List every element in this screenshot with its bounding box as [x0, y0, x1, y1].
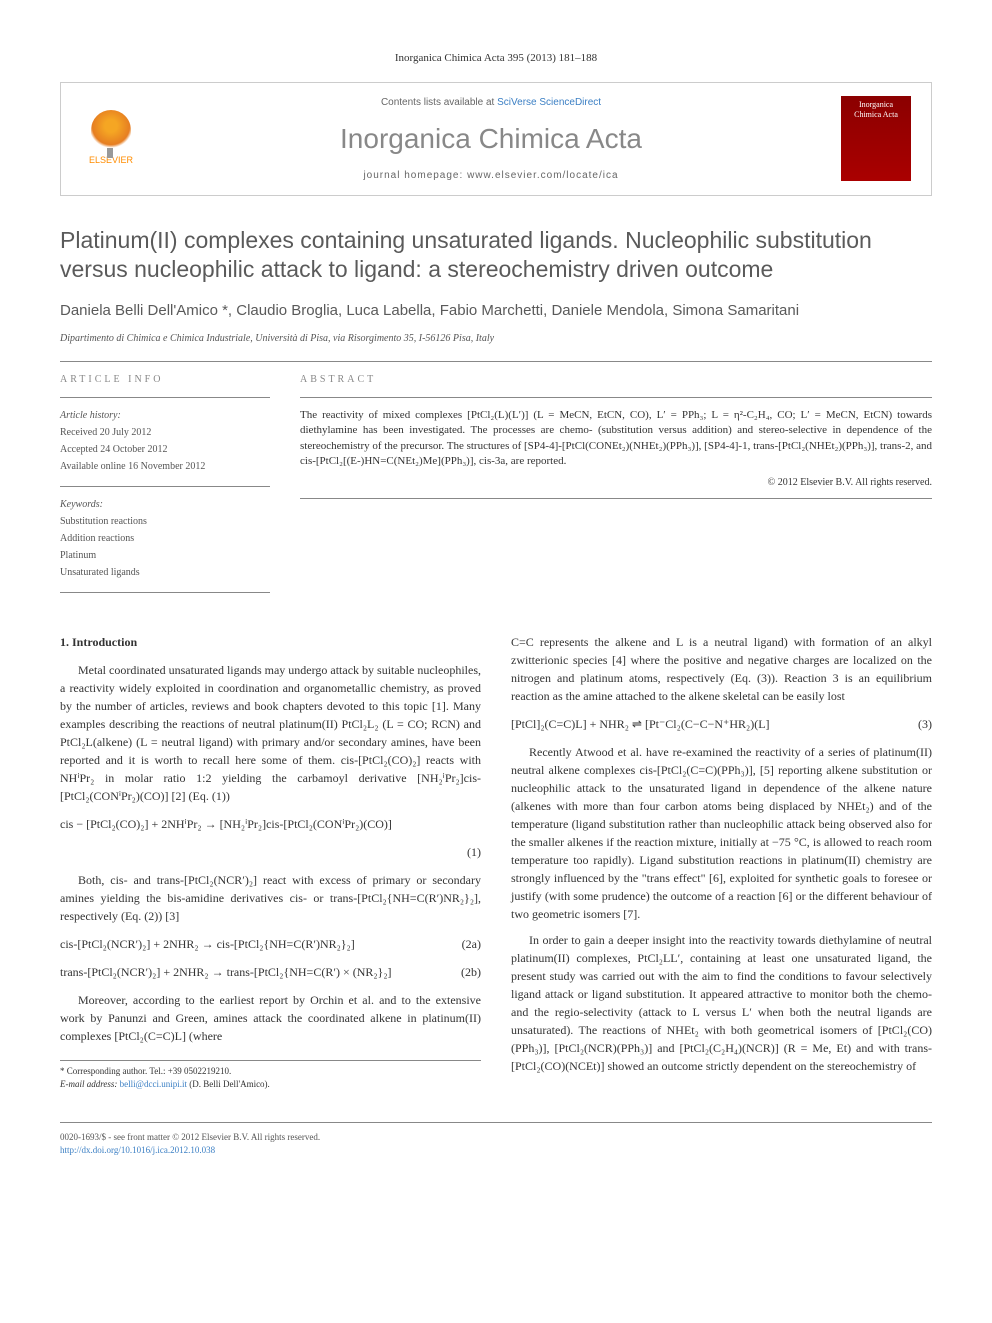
divider	[300, 498, 932, 499]
keywords-label: Keywords:	[60, 497, 270, 512]
eq-body: cis-[PtCl₂(NCR′)₂] + 2NHR₂ → cis-[PtCl₂{…	[60, 935, 355, 953]
banner-center: Contents lists available at SciVerse Sci…	[141, 95, 841, 183]
history-label: Article history:	[60, 408, 270, 423]
eq-body: cis − [PtCl₂(CO)₂] + 2NHⁱPr₂ → [NH₂ⁱPr₂]…	[60, 815, 392, 833]
corresponding-label: * Corresponding author. Tel.: +39 050221…	[60, 1065, 481, 1079]
body-paragraph: Recently Atwood et al. have re-examined …	[511, 743, 932, 923]
email-link[interactable]: belli@dcci.unipi.it	[120, 1079, 187, 1089]
elsevier-tree-icon	[91, 110, 131, 150]
journal-banner: ELSEVIER Contents lists available at Sci…	[60, 82, 932, 196]
equation-2a: cis-[PtCl₂(NCR′)₂] + 2NHR₂ → cis-[PtCl₂{…	[60, 935, 481, 953]
eq-body: [PtCl]₂(C=C)L] + NHR₂ ⇌ [Pt⁻Cl₂(C−C−N⁺HR…	[511, 715, 770, 733]
sciverse-link[interactable]: SciVerse ScienceDirect	[497, 97, 601, 108]
citation-header: Inorganica Chimica Acta 395 (2013) 181–1…	[60, 50, 932, 67]
keyword-item: Unsaturated ligands	[60, 565, 270, 580]
right-column: C=C represents the alkene and L is a neu…	[511, 633, 932, 1092]
journal-title: Inorganica Chimica Acta	[141, 118, 841, 160]
abstract-heading: ABSTRACT	[300, 372, 932, 387]
affiliation: Dipartimento di Chimica e Chimica Indust…	[60, 331, 932, 346]
equation-1: cis − [PtCl₂(CO)₂] + 2NHⁱPr₂ → [NH₂ⁱPr₂]…	[60, 815, 481, 833]
elsevier-logo: ELSEVIER	[81, 109, 141, 169]
divider	[300, 397, 932, 398]
equation-3: [PtCl]₂(C=C)L] + NHR₂ ⇌ [Pt⁻Cl₂(C−C−N⁺HR…	[511, 715, 932, 733]
page-footer: 0020-1693/$ - see front matter © 2012 El…	[60, 1122, 932, 1158]
body-paragraph: Moreover, according to the earliest repo…	[60, 991, 481, 1045]
equation-1-num: (1)	[60, 843, 481, 861]
abstract-text: The reactivity of mixed complexes [PtCl₂…	[300, 408, 932, 470]
copyright-line: © 2012 Elsevier B.V. All rights reserved…	[300, 475, 932, 490]
divider	[60, 486, 270, 487]
online-date: Available online 16 November 2012	[60, 459, 270, 474]
eq-number: (1)	[467, 843, 481, 861]
body-paragraph: C=C represents the alkene and L is a neu…	[511, 633, 932, 705]
article-title: Platinum(II) complexes containing unsatu…	[60, 226, 932, 286]
info-abstract-section: ARTICLE INFO Article history: Received 2…	[60, 372, 932, 603]
contents-prefix: Contents lists available at	[381, 97, 494, 108]
divider	[60, 397, 270, 398]
received-date: Received 20 July 2012	[60, 425, 270, 440]
homepage-url: www.elsevier.com/locate/ica	[467, 170, 619, 181]
eq-body: trans-[PtCl₂(NCR′)₂] + 2NHR₂ → trans-[Pt…	[60, 963, 392, 981]
keyword-item: Substitution reactions	[60, 514, 270, 529]
authors-list: Daniela Belli Dell'Amico *, Claudio Brog…	[60, 300, 932, 323]
left-column: 1. Introduction Metal coordinated unsatu…	[60, 633, 481, 1092]
body-paragraph: Metal coordinated unsaturated ligands ma…	[60, 661, 481, 805]
body-columns: 1. Introduction Metal coordinated unsatu…	[60, 633, 932, 1092]
footer-copyright: 0020-1693/$ - see front matter © 2012 El…	[60, 1131, 932, 1145]
body-paragraph: In order to gain a deeper insight into t…	[511, 931, 932, 1075]
journal-cover: Inorganica Chimica Acta	[841, 96, 911, 181]
section-heading: 1. Introduction	[60, 633, 481, 651]
accepted-date: Accepted 24 October 2012	[60, 442, 270, 457]
email-name: (D. Belli Dell'Amico).	[189, 1079, 270, 1089]
eq-number: (2a)	[462, 935, 481, 953]
email-label: E-mail address:	[60, 1079, 117, 1089]
homepage-line: journal homepage: www.elsevier.com/locat…	[141, 168, 841, 183]
divider	[60, 361, 932, 362]
page-container: Inorganica Chimica Acta 395 (2013) 181–1…	[0, 0, 992, 1208]
corresponding-author: * Corresponding author. Tel.: +39 050221…	[60, 1060, 481, 1092]
article-info-block: ARTICLE INFO Article history: Received 2…	[60, 372, 270, 603]
doi-link[interactable]: http://dx.doi.org/10.1016/j.ica.2012.10.…	[60, 1145, 215, 1155]
equation-2b: trans-[PtCl₂(NCR′)₂] + 2NHR₂ → trans-[Pt…	[60, 963, 481, 981]
homepage-label: journal homepage:	[363, 170, 463, 181]
body-paragraph: Both, cis- and trans-[PtCl₂(NCR′)₂] reac…	[60, 871, 481, 925]
divider	[60, 592, 270, 593]
keyword-item: Addition reactions	[60, 531, 270, 546]
contents-lists-line: Contents lists available at SciVerse Sci…	[141, 95, 841, 110]
article-info-heading: ARTICLE INFO	[60, 372, 270, 387]
eq-number: (2b)	[461, 963, 481, 981]
keyword-item: Platinum	[60, 548, 270, 563]
abstract-block: ABSTRACT The reactivity of mixed complex…	[300, 372, 932, 603]
cover-title: Inorganica Chimica Acta	[845, 100, 907, 119]
eq-number: (3)	[918, 715, 932, 733]
